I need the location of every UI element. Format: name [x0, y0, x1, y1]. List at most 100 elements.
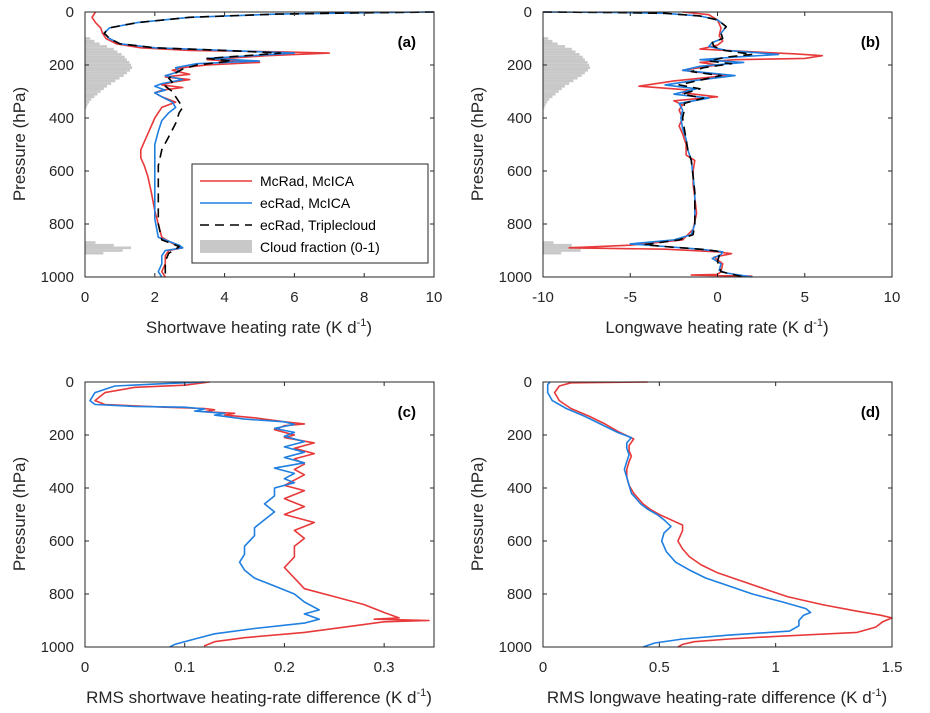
panel-b-xtick-0: 0: [713, 289, 721, 306]
panel-a-label: (a): [398, 34, 416, 51]
legend-label-cloud-fraction: Cloud fraction (0-1): [260, 239, 380, 255]
panel-a-ytick-800: 800: [49, 216, 74, 233]
panel-b-ytick-1000: 1000: [499, 269, 532, 286]
panel-a-xtick-6: 6: [290, 289, 298, 306]
panel-b-cloud-fraction-bar-32: [543, 246, 590, 250]
panel-c-xtick-0.2: 0.2: [274, 659, 295, 676]
panel-b-cloud-fraction-bar-0: [543, 37, 549, 40]
panel-a-xlabel: Shortwave heating rate (K d-1): [146, 317, 372, 337]
panel-b-cloud-fraction-bar-24: [543, 100, 548, 104]
panel-c-series-mcrad-mcica: [94, 381, 430, 647]
panel-b-xtick-m10: -10: [532, 289, 554, 306]
legend-label-ecrad-triplecloud: ecRad, Triplecloud: [260, 217, 376, 233]
panel-b-cloud-fraction-bar-17: [543, 82, 570, 85]
panel-a-cloud-fraction-bar-24: [85, 100, 90, 104]
panel-b-cloud-fraction-bar-4: [543, 47, 572, 51]
panel-b-axes-box: [542, 11, 893, 278]
panel-a-xtick-2: 2: [151, 289, 159, 306]
panel-b-cloud-fraction-bar-5: [543, 50, 576, 54]
panel-b-cloud-fraction-bar-15: [543, 76, 578, 80]
panel-c-ytick-400: 400: [49, 480, 74, 497]
panel-d-ytick-400: 400: [507, 480, 532, 497]
panel-c-series-ecrad-mcica: [89, 381, 321, 648]
panel-a-cloud-fraction-bar-4: [85, 47, 114, 51]
panel-a-cloud-fraction-bar-13: [85, 71, 127, 75]
panel-b-cloud-fraction-bar-1: [543, 39, 553, 43]
panel-d-series-mcrad-mcica: [553, 381, 893, 648]
panel-d-xtick-1: 1: [772, 659, 780, 676]
panel-c-ytick-600: 600: [49, 533, 74, 550]
panel-a-cloud-fraction-bar-32: [85, 246, 132, 250]
legend-label-mcrad-mcica: McRad, McICA: [260, 173, 355, 189]
panel-a-cloud-fraction-bar-7: [85, 55, 125, 59]
panel-b-cloud-fraction-bar-18: [543, 84, 565, 88]
panel-d: 0 200 400 600 800 1000 0 0.5 1 1.5 Press…: [468, 374, 902, 707]
panel-b-xtick-10: 10: [884, 289, 901, 306]
panel-d-xtick-0: 0: [539, 659, 547, 676]
panel-b-cloud-fraction-bar-21: [543, 92, 556, 96]
panel-a-xtick-10: 10: [426, 289, 443, 306]
panel-b-ytick-800: 800: [507, 216, 532, 233]
panel-a-ytick-400: 400: [49, 110, 74, 127]
panel-b-cloud-fraction-bar-2: [543, 42, 558, 46]
panel-c-label: (c): [398, 404, 416, 421]
legend-label-ecrad-mcica: ecRad, McICA: [260, 195, 351, 211]
panel-d-ytick-800: 800: [507, 586, 532, 603]
panel-b-cloud-fraction-bar-3: [543, 45, 565, 48]
panel-c-ytick-800: 800: [49, 586, 74, 603]
panel-c-ylabel: Pressure (hPa): [10, 457, 29, 571]
panel-a-cloud-fraction-bar-19: [85, 87, 104, 91]
panel-a-cloud-fraction-bar-10: [85, 63, 132, 67]
panel-a-cloud-fraction-bar-21: [85, 92, 98, 96]
panel-b-cloud-fraction-bar-16: [543, 79, 574, 83]
panel-b-ytick-400: 400: [507, 110, 532, 127]
panel-d-ytick-600: 600: [507, 533, 532, 550]
panel-a-cloud-fraction-bar-8: [85, 58, 127, 62]
panel-b-cloud-fraction-bar-7: [543, 55, 583, 59]
panel-d-xtick-0.5: 0.5: [649, 659, 670, 676]
panel-c: 0 200 400 600 800 1000 0 0.1 0.2 0.3 Pre…: [10, 374, 435, 707]
panel-b-xtick-5: 5: [801, 289, 809, 306]
panel-a-cloud-fraction-bar-5: [85, 50, 118, 54]
panel-a-cloud-fraction-bar-20: [85, 90, 101, 93]
panel-b-series-ecrad-triplecloud: [542, 11, 754, 278]
panel-b-cloud-fraction-bar-9: [543, 61, 588, 64]
panel-d-ytick-0: 0: [524, 374, 532, 391]
panel-c-xtick-0.3: 0.3: [374, 659, 395, 676]
panel-a-cloud-fraction-bar-2: [85, 42, 100, 46]
panel-b-series-mcrad-mcica: [568, 11, 823, 277]
panel-a-cloud-fraction-bar-26: [85, 106, 87, 109]
panel-a-series-ecrad-triplecloud: [103, 11, 435, 277]
panel-b-cloud-fraction-bar-25: [543, 103, 546, 107]
panel-a-series-ecrad-mcica: [103, 11, 435, 278]
panel-a-cloud-fraction-bar-0: [85, 37, 91, 40]
panel-a-cloud-fraction-bar-33: [85, 249, 123, 252]
panel-a-ylabel: Pressure (hPa): [10, 87, 29, 201]
panel-b-cloud-fraction-bar-12: [543, 68, 589, 72]
panel-d-axes-box: [542, 381, 893, 648]
panel-a-cloud-fraction-bar-30: [85, 241, 96, 244]
panel-b-cloud-fraction-bar-34: [543, 251, 562, 255]
panel-b-cloud-fraction-bar-26: [543, 106, 545, 109]
panel-c-xtick-0.1: 0.1: [174, 659, 195, 676]
panel-b-ytick-0: 0: [524, 4, 532, 21]
panel-a: 0 200 400 600 800 1000 0 2 4 6 8 10 Pres…: [10, 4, 442, 337]
panel-b-cloud-fraction-bar-14: [543, 74, 582, 77]
panel-d-ytick-1000: 1000: [499, 639, 532, 656]
panel-b-cloud-fraction-bar-20: [543, 90, 559, 93]
panel-a-ytick-600: 600: [49, 163, 74, 180]
panel-b-cloud-fraction-bar-22: [543, 95, 553, 99]
panel-b-cloud-fraction-bar-6: [543, 53, 580, 56]
panel-c-ytick-0: 0: [66, 374, 74, 391]
panel-b-cloud-fraction-bar-11: [543, 66, 591, 69]
panel-b-cloud-fraction-bar-10: [543, 63, 590, 67]
panel-a-cloud-fraction-bar-34: [85, 251, 104, 255]
panel-b-xlabel: Longwave heating rate (K d-1): [605, 317, 828, 337]
panel-a-cloud-fraction-bar-3: [85, 45, 107, 48]
panel-d-series-ecrad-mcica: [546, 381, 812, 648]
panel-c-xtick-0: 0: [81, 659, 89, 676]
panel-a-ytick-0: 0: [66, 4, 74, 21]
panel-a-cloud-fraction-bar-17: [85, 82, 112, 85]
panel-a-cloud-fraction-bar-6: [85, 53, 122, 56]
panel-b-label: (b): [861, 34, 880, 51]
